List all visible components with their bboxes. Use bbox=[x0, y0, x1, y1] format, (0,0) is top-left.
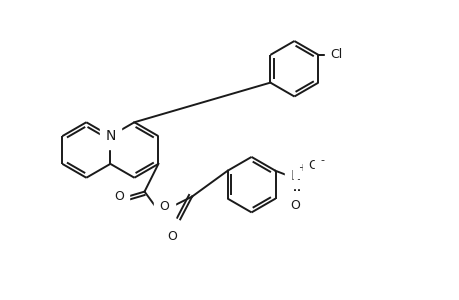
Text: N: N bbox=[290, 169, 300, 183]
Text: N: N bbox=[105, 129, 115, 143]
Text: +: + bbox=[298, 163, 306, 173]
Text: Cl: Cl bbox=[330, 48, 341, 62]
Text: -: - bbox=[319, 155, 324, 165]
Text: O: O bbox=[308, 159, 318, 172]
Text: O: O bbox=[290, 199, 300, 212]
Text: O: O bbox=[113, 190, 123, 203]
Text: O: O bbox=[167, 230, 177, 243]
Text: O: O bbox=[159, 200, 169, 213]
